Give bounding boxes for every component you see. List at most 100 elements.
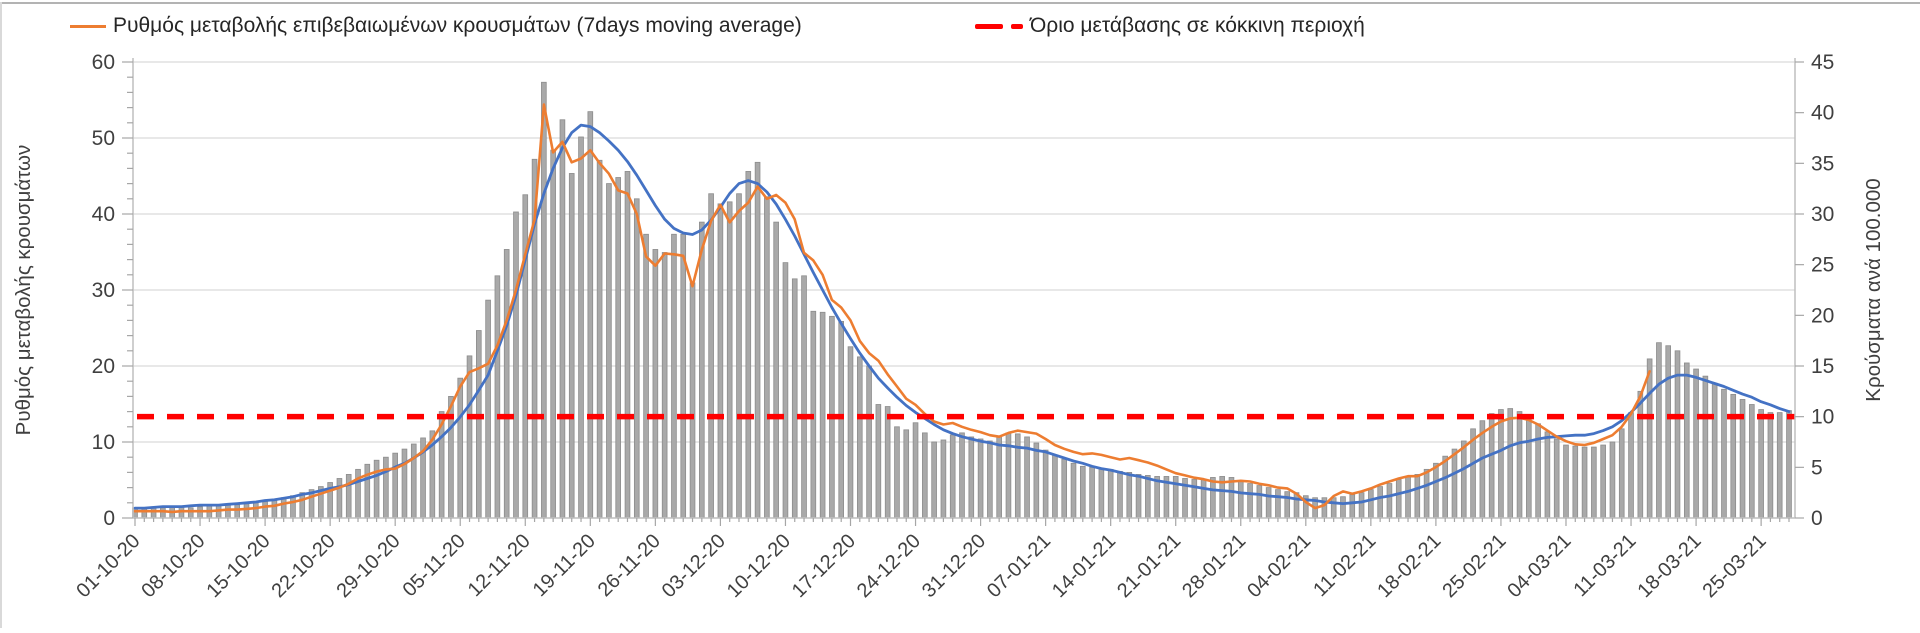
bar xyxy=(1618,428,1625,519)
bar xyxy=(1767,412,1774,519)
x-tick-label: 22-10-20 xyxy=(268,530,340,602)
bar xyxy=(1228,477,1235,519)
x-tick-label: 01-10-20 xyxy=(72,530,144,602)
bar xyxy=(336,478,343,519)
bar xyxy=(299,492,306,519)
y-left-tick-label: 30 xyxy=(92,279,115,302)
bar xyxy=(1052,454,1058,519)
bar xyxy=(410,443,417,519)
x-tick-label: 03-12-20 xyxy=(658,530,730,602)
x-tick-label: 25-03-21 xyxy=(1698,530,1770,602)
bar xyxy=(234,504,241,519)
y-axis-right-ticks: 0 5 10 15 20 25 30 35 40 45 xyxy=(1795,51,1834,530)
bar xyxy=(736,193,742,519)
bar xyxy=(773,221,779,519)
x-tick-label: 07-01-21 xyxy=(983,530,1055,602)
bar xyxy=(1284,491,1291,519)
moving-average-path xyxy=(133,103,1651,514)
bar xyxy=(1200,479,1207,519)
bar xyxy=(847,346,854,519)
bar xyxy=(1656,342,1662,519)
bar xyxy=(866,365,872,519)
x-tick-label: 21-01-21 xyxy=(1113,530,1185,602)
y-right-tick-label: 0 xyxy=(1811,507,1823,530)
y-left-tick-label: 20 xyxy=(92,355,115,378)
bar xyxy=(476,330,482,519)
y-left-tick-label: 10 xyxy=(92,431,115,454)
y-right-tick-label: 5 xyxy=(1811,456,1823,479)
bar xyxy=(1414,474,1421,519)
bar xyxy=(345,474,352,519)
bar xyxy=(1498,409,1504,519)
bar xyxy=(987,440,993,519)
bar xyxy=(1721,388,1727,519)
x-tick-label: 04-02-21 xyxy=(1243,530,1315,602)
y-left-tick-label: 40 xyxy=(92,203,115,226)
y-axis-left-ticks: 0 10 20 30 40 50 60 xyxy=(92,51,133,530)
x-tick-label: 04-03-21 xyxy=(1503,530,1575,602)
bar xyxy=(1089,466,1095,519)
legend-item-threshold: Όριο μετάβασης σε κόκκινη περιοχή xyxy=(975,12,1365,40)
bar xyxy=(503,249,510,519)
y-right-tick-label: 30 xyxy=(1811,203,1834,226)
bar xyxy=(838,321,845,519)
bar xyxy=(996,436,1002,519)
axis-lines xyxy=(132,58,1796,519)
x-tick-label: 15-10-20 xyxy=(202,530,274,602)
y-right-tick-label: 35 xyxy=(1811,152,1834,175)
bar xyxy=(764,196,770,519)
bar xyxy=(1061,458,1068,519)
bar xyxy=(661,252,668,519)
x-tick-label: 05-11-20 xyxy=(399,530,470,601)
bar xyxy=(1386,483,1393,519)
bar xyxy=(801,275,807,519)
bar xyxy=(624,171,631,519)
bar xyxy=(1553,438,1560,519)
x-tick-label: 19-11-20 xyxy=(529,530,600,601)
bar xyxy=(550,149,556,519)
bar xyxy=(243,503,250,519)
bar xyxy=(699,221,705,519)
y-right-tick-label: 20 xyxy=(1811,304,1834,327)
daily-cases-bars xyxy=(132,81,1792,519)
x-tick-label: 10-12-20 xyxy=(723,530,795,602)
bar xyxy=(541,81,547,519)
bar xyxy=(671,233,677,519)
x-tick-label: 29-10-20 xyxy=(333,530,405,602)
x-tick-label: 08-10-20 xyxy=(137,530,209,602)
bar xyxy=(894,426,900,519)
bar xyxy=(578,136,584,519)
bar xyxy=(606,183,612,519)
gridlines xyxy=(133,61,1795,443)
bar xyxy=(392,452,398,519)
bar xyxy=(680,233,687,519)
bar xyxy=(401,448,408,519)
bar xyxy=(215,505,222,519)
bar xyxy=(1665,345,1672,519)
y-right-tick-label: 45 xyxy=(1811,51,1834,74)
bar xyxy=(252,502,259,519)
orange-line-icon xyxy=(70,24,106,28)
bar xyxy=(1758,409,1764,519)
legend-label-threshold: Όριο μετάβασης σε κόκκινη περιοχή xyxy=(1030,14,1365,37)
bar xyxy=(1079,465,1086,519)
bar xyxy=(903,429,910,519)
bar xyxy=(977,438,984,519)
bar xyxy=(931,441,937,519)
bar xyxy=(1730,393,1737,519)
bar xyxy=(689,282,696,519)
bar xyxy=(1433,462,1439,519)
x-tick-label: 18-02-21 xyxy=(1373,530,1445,602)
bar xyxy=(1377,486,1383,519)
bar xyxy=(1563,444,1569,519)
bar xyxy=(1256,485,1263,519)
bar xyxy=(1609,441,1616,519)
bar xyxy=(940,439,947,519)
bar xyxy=(1405,476,1411,519)
bar xyxy=(708,193,714,519)
bar xyxy=(726,201,733,519)
bar xyxy=(1516,411,1523,519)
bar xyxy=(290,495,296,519)
